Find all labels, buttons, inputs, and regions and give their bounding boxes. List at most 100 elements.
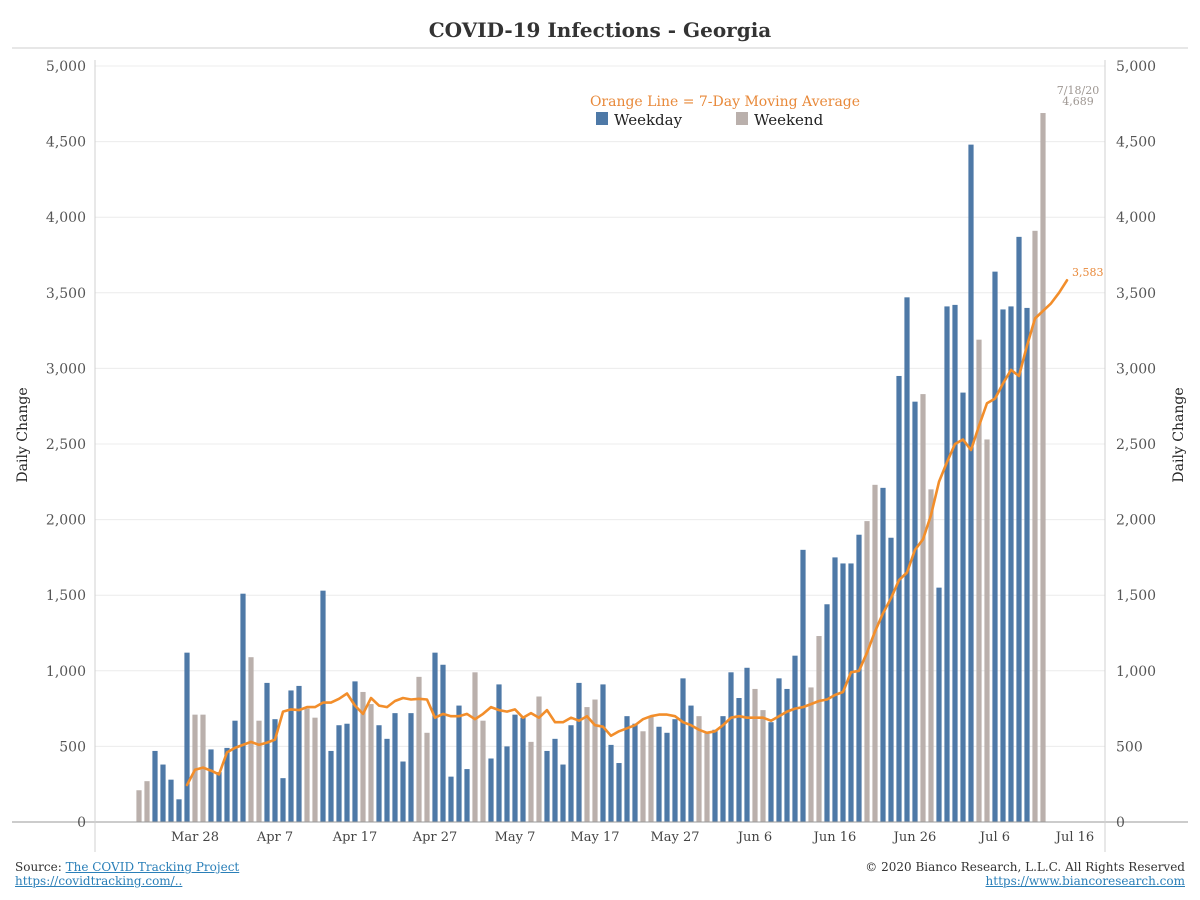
legend-weekday-swatch — [596, 112, 608, 125]
bar — [280, 778, 286, 822]
bar — [176, 799, 182, 822]
bar — [400, 761, 406, 822]
bar — [960, 392, 966, 822]
y-axis-right-label: Daily Change — [1171, 387, 1187, 482]
bar — [480, 720, 486, 822]
website-link[interactable]: https://www.biancoresearch.com — [985, 874, 1185, 888]
bar — [672, 719, 678, 822]
bar — [360, 691, 366, 822]
bar — [152, 750, 158, 822]
last-ma-value-annotation: 3,583 — [1072, 266, 1104, 279]
bar — [296, 685, 302, 822]
bar — [344, 723, 350, 822]
y-axis-left-ticks: 0 500 1,000 1,500 2,000 2,500 3,000 3,500 4,000 4… — [46, 59, 86, 831]
bar — [944, 306, 950, 823]
y-tick-left-label: 1,000 — [46, 664, 86, 680]
bar — [656, 726, 662, 822]
bar — [880, 487, 886, 822]
gridlines — [95, 65, 1105, 747]
bar — [776, 678, 782, 822]
source-url-link[interactable]: https://covidtracking.com/.. — [15, 874, 183, 888]
bar — [136, 790, 142, 822]
bar — [1024, 307, 1030, 822]
legend-weekend-label: Weekend — [754, 111, 824, 129]
y-tick-right-label: 1,000 — [1116, 664, 1156, 680]
x-tick-label: Apr 27 — [412, 830, 458, 845]
annotations: 7/18/20 4,689 3,583 — [1057, 84, 1104, 279]
bar — [272, 719, 278, 822]
bar — [864, 521, 870, 822]
bar — [592, 699, 598, 822]
y-tick-right-label: 1,500 — [1116, 588, 1156, 604]
bar — [792, 655, 798, 822]
copyright-text: © 2020 Bianco Research, L.L.C. All Right… — [865, 860, 1185, 874]
axes — [12, 60, 1188, 852]
bar — [184, 652, 190, 822]
y-tick-right-label: 0 — [1116, 815, 1125, 831]
footer-source: Source: The COVID Tracking Project https… — [15, 860, 239, 888]
x-tick-label: Apr 17 — [332, 830, 378, 845]
x-tick-label: Jun 26 — [892, 830, 937, 845]
bar — [680, 678, 686, 822]
y-tick-right-label: 2,000 — [1116, 513, 1156, 529]
bar — [456, 705, 462, 822]
bar — [552, 738, 558, 822]
bar — [920, 394, 926, 822]
bar — [528, 741, 534, 822]
bar — [992, 271, 998, 823]
y-tick-right-label: 5,000 — [1116, 59, 1156, 75]
source-prefix: Source: — [15, 860, 66, 874]
y-tick-left-label: 1,500 — [46, 588, 86, 604]
y-tick-left-label: 2,000 — [46, 513, 86, 529]
bar — [632, 723, 638, 822]
bar — [648, 716, 654, 822]
bar — [216, 772, 222, 822]
y-tick-left-label: 3,000 — [46, 361, 86, 377]
bar — [856, 534, 862, 822]
bar — [312, 717, 318, 822]
bar — [976, 339, 982, 822]
x-tick-label: May 17 — [570, 830, 619, 845]
y-tick-left-label: 2,500 — [46, 437, 86, 453]
bar — [872, 484, 878, 822]
bar — [1016, 236, 1022, 822]
bar — [392, 713, 398, 822]
bar — [264, 682, 270, 822]
y-tick-left-label: 4,500 — [46, 135, 86, 151]
bar — [688, 705, 694, 822]
bar — [448, 776, 454, 822]
bar — [752, 688, 758, 822]
bar — [248, 657, 254, 822]
bar — [728, 672, 734, 822]
y-tick-right-label: 2,500 — [1116, 437, 1156, 453]
y-tick-right-label: 500 — [1116, 739, 1143, 755]
bar — [520, 717, 526, 822]
chart-title: COVID-19 Infections - Georgia — [429, 18, 772, 42]
source-link[interactable]: The COVID Tracking Project — [65, 860, 240, 874]
bar — [384, 738, 390, 822]
bars — [136, 113, 1046, 823]
x-axis-ticks: Mar 28 Apr 7 Apr 17 Apr 27 May 7 May 17 May 27… — [171, 830, 1094, 845]
y-tick-left-label: 0 — [77, 815, 86, 831]
bar — [824, 604, 830, 822]
bar — [352, 681, 358, 822]
y-tick-left-label: 3,500 — [46, 286, 86, 302]
bar — [416, 676, 422, 822]
bar — [304, 708, 310, 822]
bar — [600, 684, 606, 822]
bar — [256, 720, 262, 822]
bar — [288, 690, 294, 822]
bar — [424, 732, 430, 822]
bar — [736, 698, 742, 822]
bar — [504, 746, 510, 822]
y-tick-right-label: 4,500 — [1116, 135, 1156, 151]
y-tick-left-label: 4,000 — [46, 210, 86, 226]
bar — [664, 732, 670, 822]
bar — [232, 720, 238, 822]
bar — [336, 725, 342, 822]
bar — [376, 725, 382, 822]
x-tick-label: Mar 28 — [171, 830, 219, 845]
bar — [832, 557, 838, 822]
y-tick-right-label: 3,500 — [1116, 286, 1156, 302]
